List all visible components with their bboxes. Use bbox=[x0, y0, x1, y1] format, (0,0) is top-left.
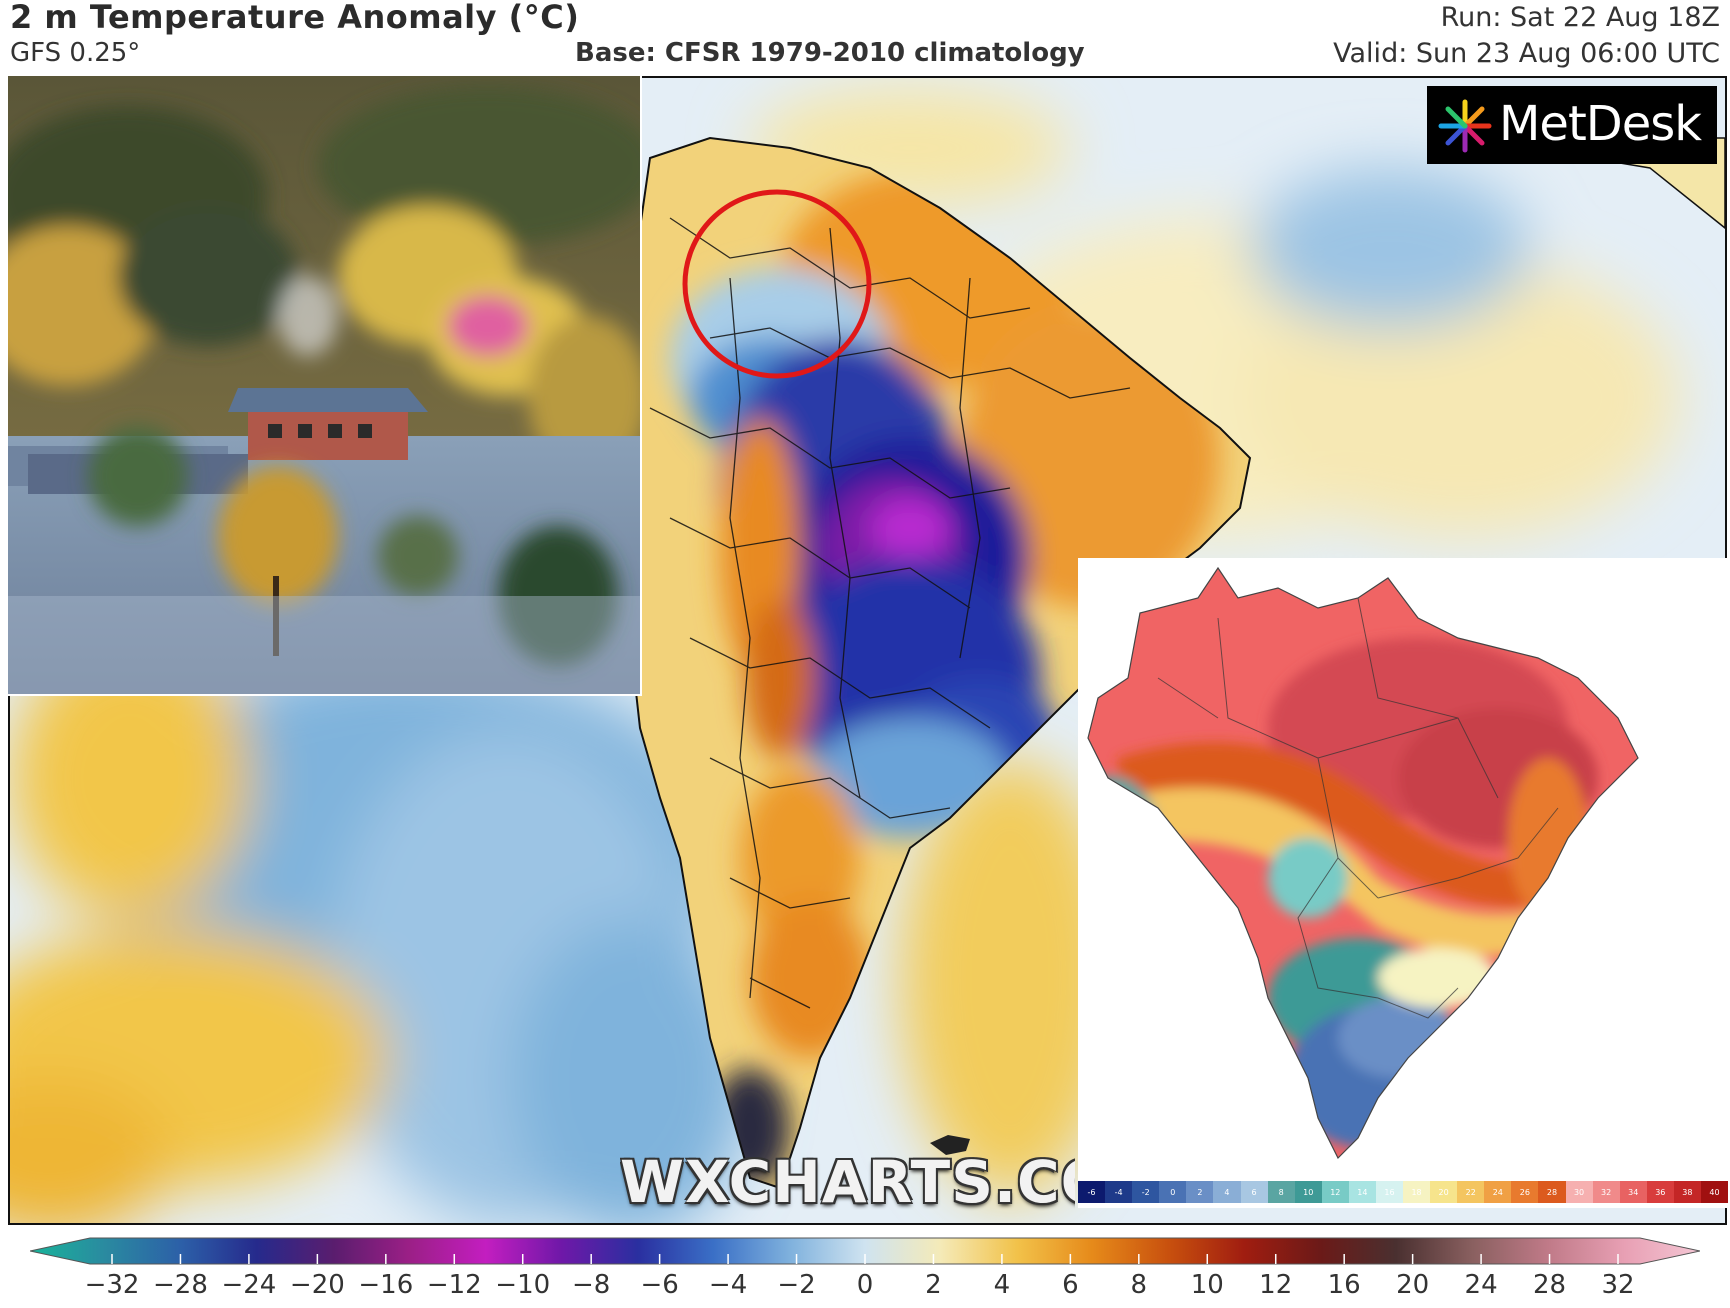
brazil-colorbar-cell bbox=[1294, 1181, 1323, 1203]
brazil-colorbar-tick-label: 10 bbox=[1303, 1188, 1314, 1197]
colorbar-tick-label: −24 bbox=[221, 1270, 277, 1300]
colorbar-tick-label: 12 bbox=[1259, 1270, 1293, 1300]
colorbar-tick-label: 16 bbox=[1327, 1270, 1361, 1300]
colorbar-tick-label: −16 bbox=[358, 1270, 414, 1300]
brazil-colorbar-tick-label: 32 bbox=[1601, 1188, 1612, 1197]
colorbar-tick-label: 2 bbox=[925, 1270, 942, 1300]
brazil-colorbar-tick-label: -4 bbox=[1114, 1188, 1123, 1197]
brazil-colorbar-tick-label: 8 bbox=[1278, 1188, 1284, 1197]
colorbar-tick-label: −12 bbox=[426, 1270, 482, 1300]
brazil-colorbar-cell bbox=[1619, 1181, 1648, 1203]
metdesk-logo: MetDesk bbox=[1427, 86, 1717, 164]
brazil-colorbar-tick-label: 36 bbox=[1655, 1188, 1666, 1197]
brazil-colorbar-cell bbox=[1700, 1181, 1729, 1203]
colorbar-tick-label: 10 bbox=[1190, 1270, 1224, 1300]
brazil-colorbar-cell bbox=[1403, 1181, 1431, 1203]
brazil-colorbar-tick-label: 38 bbox=[1682, 1188, 1693, 1197]
brazil-colorbar-cell bbox=[1511, 1181, 1539, 1203]
colorbar-tick-label: 8 bbox=[1130, 1270, 1148, 1300]
run-time-label: Run: Sat 22 Aug 18Z bbox=[1440, 2, 1720, 33]
brazil-colorbar-tick-label: 24 bbox=[1492, 1188, 1503, 1197]
colorbar-tick-label: 0 bbox=[856, 1270, 874, 1300]
brazil-colorbar-cell bbox=[1565, 1181, 1594, 1203]
brazil-colorbar-cell bbox=[1267, 1181, 1296, 1203]
wxcharts-watermark: WXCHARTS.COM bbox=[620, 1148, 1075, 1216]
brazil-colorbar-tick-label: 14 bbox=[1357, 1188, 1368, 1197]
brazil-colorbar-cell bbox=[1430, 1181, 1458, 1203]
colorbar-tick-label: 4 bbox=[993, 1270, 1011, 1300]
metdesk-logo-text: MetDesk bbox=[1499, 96, 1702, 152]
colorbar-gradient bbox=[30, 1237, 1700, 1265]
brazil-colorbar-tick-label: 6 bbox=[1251, 1188, 1257, 1197]
colorbar-tick-label: 32 bbox=[1601, 1270, 1635, 1300]
brazil-colorbar-tick-label: 34 bbox=[1628, 1188, 1639, 1197]
colorbar-tick-label: −8 bbox=[572, 1270, 611, 1300]
colorbar-tick-label: −20 bbox=[289, 1270, 345, 1300]
metdesk-burst-icon bbox=[1438, 99, 1492, 153]
brazil-colorbar-tick-label: 40 bbox=[1709, 1188, 1720, 1197]
brazil-colorbar-cell bbox=[1484, 1181, 1512, 1203]
brazil-colorbar-cell bbox=[1375, 1181, 1404, 1203]
brazil-colorbar-cell bbox=[1240, 1181, 1269, 1203]
brazil-colorbar: -6 -4 -2 0 2 4 6 8 10 12 14 16 18 20 22 24 26 28 30 32 34 36 3… bbox=[1078, 1181, 1729, 1203]
brazil-colorbar-tick-label: 16 bbox=[1384, 1188, 1395, 1197]
brazil-map-graphic bbox=[1087, 566, 1639, 1160]
colorbar-tick-label: −4 bbox=[708, 1270, 748, 1300]
brazil-colorbar-cell bbox=[1105, 1181, 1133, 1203]
brazil-colorbar-cell bbox=[1457, 1181, 1485, 1203]
brazil-colorbar-tick-label: -2 bbox=[1141, 1188, 1150, 1197]
brazil-colorbar-tick-label: 12 bbox=[1330, 1188, 1341, 1197]
colorbar-tick-labels: −32 −28 −24 −20 −16 −12 −10 −8 −6 −4 −2 0 2 4 6 8 10 12 16… bbox=[0, 1270, 1730, 1306]
colorbar-tick-label: 24 bbox=[1464, 1270, 1498, 1300]
brazil-colorbar-tick-label: 0 bbox=[1170, 1188, 1176, 1197]
brazil-colorbar-tick-label: 18 bbox=[1411, 1188, 1422, 1197]
colorbar-tick-label: −10 bbox=[495, 1270, 551, 1300]
anomaly-colorbar bbox=[30, 1237, 1700, 1265]
brazil-colorbar-cell bbox=[1159, 1181, 1187, 1203]
brazil-colorbar-cell bbox=[1321, 1181, 1350, 1203]
colorbar-tick-label: 28 bbox=[1532, 1270, 1567, 1300]
colorbar-tick-label: −32 bbox=[84, 1270, 140, 1300]
highlight-circle bbox=[682, 189, 872, 379]
brazil-colorbar-cell bbox=[1348, 1181, 1377, 1203]
frost-photo-graphic bbox=[8, 76, 640, 694]
colorbar-tick-label: −2 bbox=[777, 1270, 816, 1300]
brazil-colorbar-tick-label: 2 bbox=[1197, 1188, 1203, 1197]
frost-landscape-photo bbox=[8, 76, 642, 696]
brazil-colorbar-tick-label: 4 bbox=[1224, 1188, 1230, 1197]
colorbar-tick-label: −6 bbox=[640, 1270, 679, 1300]
brazil-colorbar-tick-label: 22 bbox=[1465, 1188, 1476, 1197]
brazil-colorbar-tick-label: -6 bbox=[1087, 1188, 1096, 1197]
brazil-colorbar-tick-label: 30 bbox=[1573, 1188, 1585, 1197]
colorbar-tick-label: 6 bbox=[1062, 1270, 1079, 1300]
brazil-colorbar-cell bbox=[1078, 1181, 1106, 1203]
colorbar-tick-label: 20 bbox=[1396, 1270, 1430, 1300]
climatology-base-label: Base: CFSR 1979-2010 climatology bbox=[575, 38, 1085, 68]
brazil-temperature-map: -6 -4 -2 0 2 4 6 8 10 12 14 16 18 20 22 24 26 28 30 32 34 36 3… bbox=[1078, 558, 1730, 1208]
brazil-colorbar-cell bbox=[1538, 1181, 1566, 1203]
brazil-colorbar-tick-label: 20 bbox=[1438, 1188, 1449, 1197]
valid-time-label: Valid: Sun 23 Aug 06:00 UTC bbox=[1333, 38, 1720, 69]
brazil-colorbar-cell bbox=[1673, 1181, 1702, 1203]
brazil-colorbar-cell bbox=[1213, 1181, 1241, 1203]
brazil-colorbar-tick-label: 28 bbox=[1546, 1188, 1558, 1197]
brazil-colorbar-cell bbox=[1646, 1181, 1675, 1203]
brazil-colorbar-cell bbox=[1132, 1181, 1160, 1203]
chart-title: 2 m Temperature Anomaly (°C) bbox=[10, 0, 580, 36]
colorbar-tick-label: −28 bbox=[153, 1270, 208, 1300]
brazil-colorbar-cell bbox=[1592, 1181, 1621, 1203]
brazil-colorbar-tick-label: 26 bbox=[1519, 1188, 1530, 1197]
brazil-colorbar-cell bbox=[1186, 1181, 1214, 1203]
model-label: GFS 0.25° bbox=[10, 38, 141, 68]
